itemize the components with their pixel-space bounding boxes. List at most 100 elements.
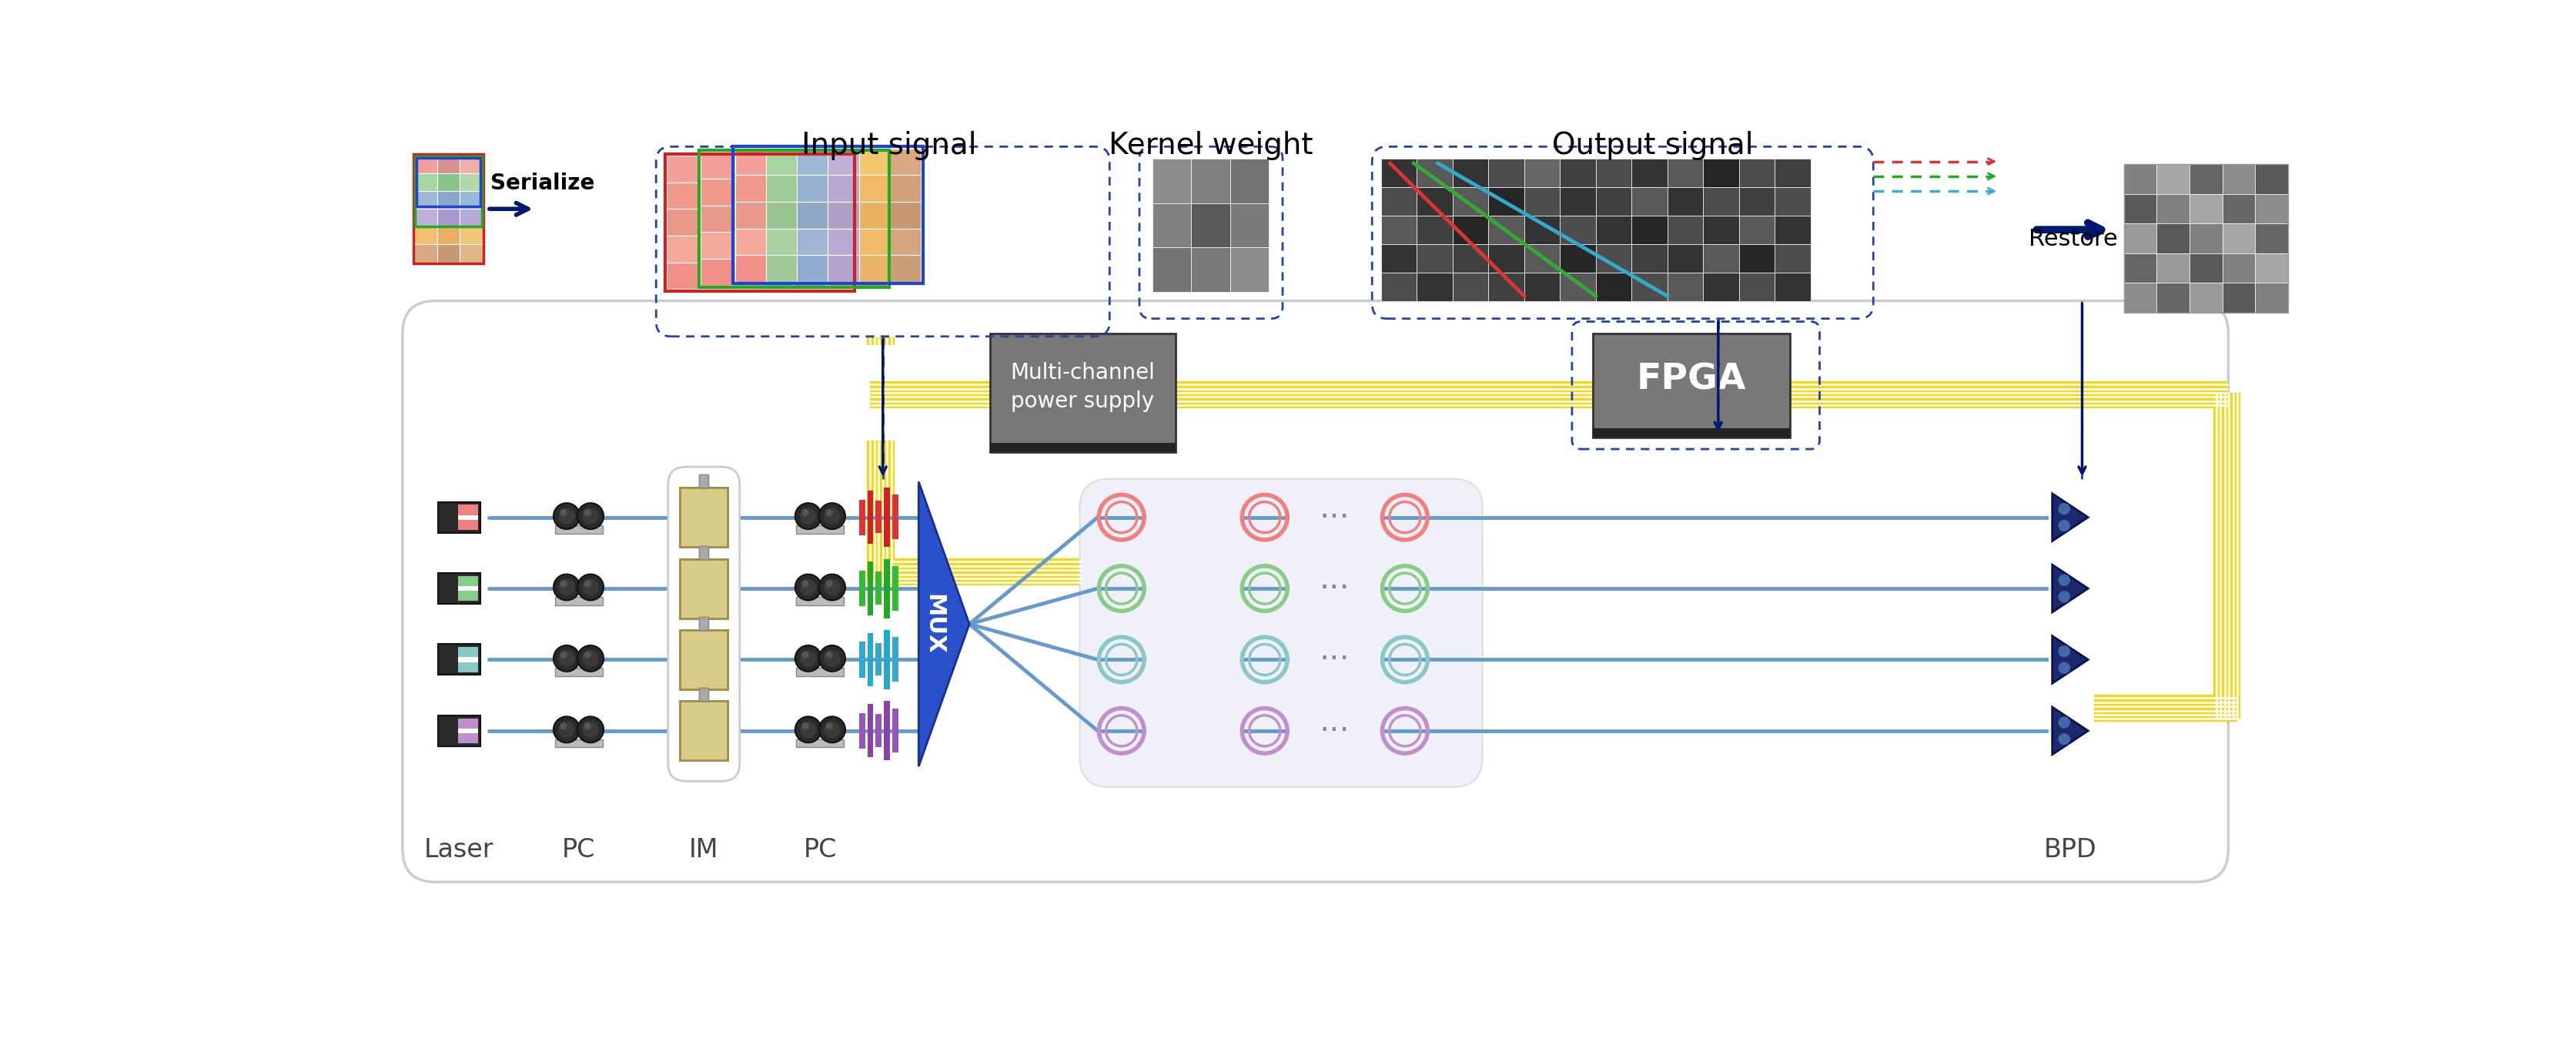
Bar [1667, 244, 1703, 273]
Bar [824, 232, 855, 259]
Bar [858, 571, 866, 606]
Bar [1231, 202, 1270, 248]
Bar [459, 658, 477, 662]
Bar [732, 178, 762, 206]
Bar [415, 227, 438, 244]
Bar [2156, 283, 2190, 313]
Circle shape [801, 722, 817, 737]
Bar [855, 206, 886, 232]
Circle shape [582, 579, 598, 596]
Bar [2123, 165, 2287, 313]
Bar [1381, 244, 1417, 273]
Bar [1151, 158, 1190, 202]
Bar [667, 209, 698, 236]
Circle shape [2058, 733, 2071, 745]
Bar [1453, 273, 1489, 301]
Bar [1453, 158, 1489, 187]
Circle shape [577, 574, 603, 600]
Bar [891, 495, 899, 539]
Circle shape [577, 645, 603, 671]
Bar [1489, 215, 1525, 244]
Bar [698, 209, 729, 236]
Bar [1631, 273, 1667, 301]
Bar [438, 644, 479, 676]
Circle shape [582, 508, 598, 524]
Bar [734, 147, 922, 283]
Polygon shape [2053, 494, 2089, 541]
Bar [858, 201, 891, 229]
Circle shape [819, 574, 845, 600]
Bar [1631, 158, 1667, 187]
Bar [891, 255, 922, 282]
Bar [1775, 158, 1811, 187]
Text: Multi-channel
power supply: Multi-channel power supply [1010, 362, 1154, 412]
Bar [701, 206, 732, 232]
Bar [793, 206, 824, 232]
Circle shape [559, 651, 567, 659]
Bar [791, 209, 822, 236]
Circle shape [2058, 591, 2071, 603]
Circle shape [559, 509, 567, 516]
Bar [765, 175, 796, 201]
Bar [667, 262, 698, 288]
Bar [1417, 187, 1453, 215]
Bar [1667, 273, 1703, 301]
FancyBboxPatch shape [1079, 478, 1484, 787]
Bar [459, 728, 477, 733]
Bar [461, 244, 482, 262]
Bar [698, 155, 729, 183]
Circle shape [2058, 662, 2071, 673]
Bar [793, 232, 824, 259]
Bar [1489, 244, 1525, 273]
Bar [1417, 158, 1453, 187]
Bar [796, 255, 827, 282]
Bar [1561, 158, 1597, 187]
Bar [1631, 215, 1667, 244]
Bar [667, 155, 698, 183]
Bar [760, 262, 791, 288]
Bar [729, 209, 760, 236]
Circle shape [554, 716, 580, 743]
Bar [989, 443, 1175, 452]
Bar [729, 155, 760, 183]
Bar [701, 259, 732, 285]
Bar [459, 505, 477, 530]
Bar [459, 647, 477, 672]
Bar [459, 576, 477, 601]
Circle shape [2058, 716, 2071, 728]
Bar [1739, 187, 1775, 215]
Bar [762, 178, 793, 206]
Bar [1597, 215, 1631, 244]
Bar [438, 191, 461, 209]
Bar [1703, 244, 1739, 273]
Bar [858, 713, 866, 749]
Circle shape [824, 579, 840, 596]
Bar [417, 158, 479, 207]
Bar [667, 236, 698, 262]
Bar [1525, 273, 1561, 301]
Bar [1667, 215, 1703, 244]
Bar [459, 586, 477, 591]
Bar [415, 156, 482, 227]
Bar [701, 232, 732, 259]
Bar [680, 559, 729, 618]
Circle shape [824, 650, 840, 667]
Bar [698, 545, 708, 559]
Bar [438, 501, 479, 533]
Circle shape [559, 579, 574, 596]
Bar [1561, 215, 1597, 244]
Bar [827, 201, 858, 229]
Bar [698, 617, 708, 630]
Bar [734, 229, 765, 255]
Bar [824, 259, 855, 285]
Bar [891, 229, 922, 255]
Bar [698, 150, 889, 287]
Text: Output signal: Output signal [1551, 131, 1754, 159]
Bar [796, 526, 845, 534]
Bar [822, 209, 853, 236]
Bar [698, 688, 708, 701]
Bar [858, 175, 891, 201]
Bar [868, 491, 873, 544]
Bar [2254, 165, 2287, 194]
Bar [698, 474, 708, 488]
